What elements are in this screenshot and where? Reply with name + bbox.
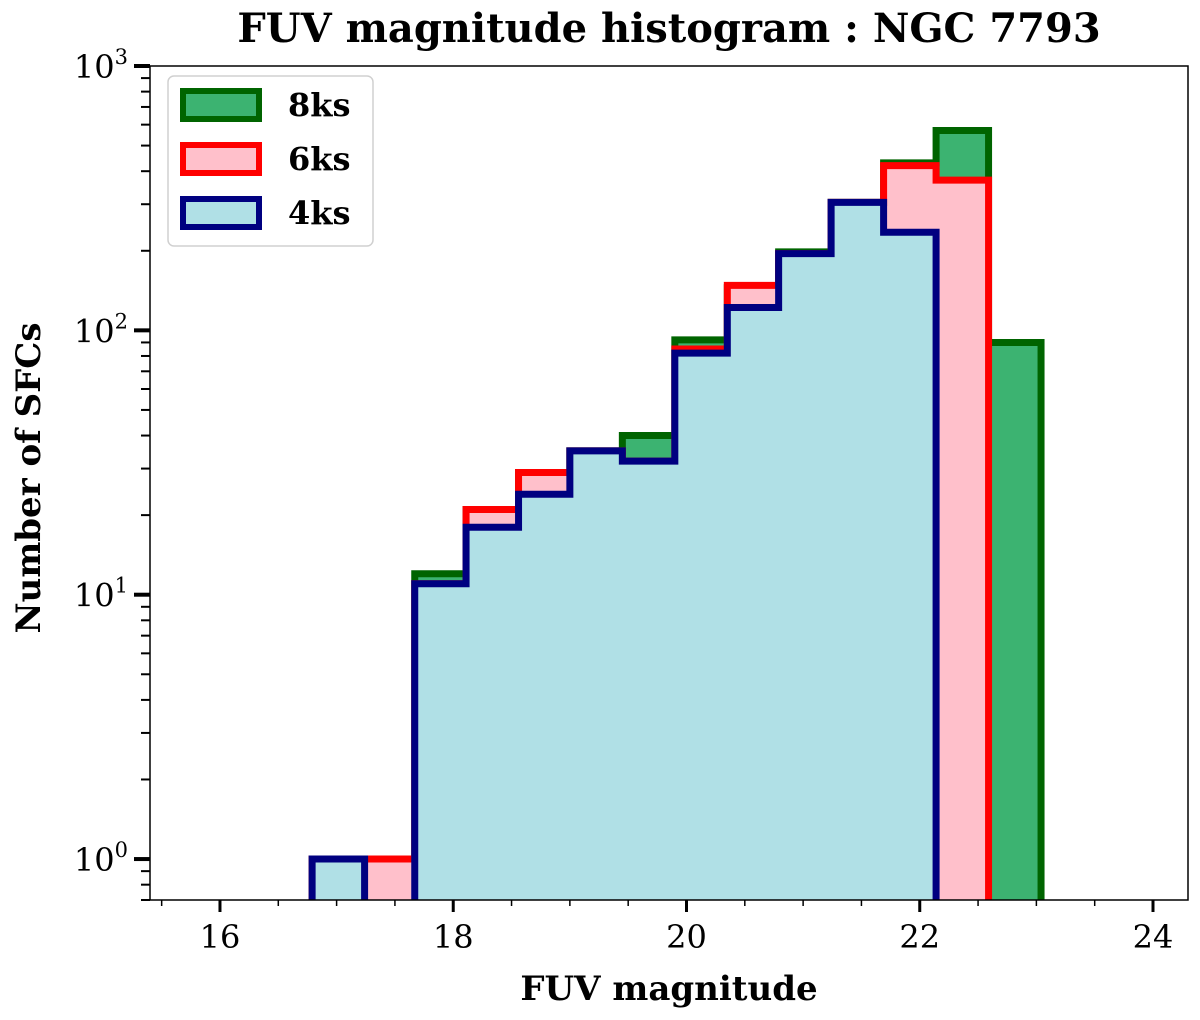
y-tick-label-10: 101 xyxy=(74,574,128,615)
legend-label-6ks: 6ks xyxy=(288,140,350,178)
y-tick-label-100: 102 xyxy=(74,309,128,350)
axes-frame xyxy=(149,65,1189,901)
axis-ticks: 16 18 20 22 24 100 101 102 103 xyxy=(74,45,1189,956)
legend-swatch-8ks xyxy=(180,88,262,122)
series-outline-4ks xyxy=(308,198,940,900)
legend-swatch-6ks xyxy=(180,142,262,176)
legend: 8ks 6ks 4ks xyxy=(167,75,374,247)
y-tick-label-1000: 103 xyxy=(74,45,128,86)
x-tick-label-24: 24 xyxy=(1133,918,1174,956)
x-tick-label-18: 18 xyxy=(433,918,474,956)
x-tick-label-16: 16 xyxy=(200,918,241,956)
legend-swatch-4ks xyxy=(180,196,262,230)
legend-label-8ks: 8ks xyxy=(288,86,350,124)
series-fill-4ks xyxy=(312,202,937,900)
series-4ks xyxy=(308,198,940,900)
chart-title: FUV magnitude histogram : NGC 7793 xyxy=(237,5,1100,52)
plot-area xyxy=(308,127,1045,900)
y-axis-label: Number of SFCs xyxy=(9,323,49,634)
x-axis-label: FUV magnitude xyxy=(520,969,817,1009)
x-tick-label-20: 20 xyxy=(666,918,707,956)
legend-label-4ks: 4ks xyxy=(288,194,350,232)
y-tick-label-1: 100 xyxy=(74,838,128,879)
x-tick-label-22: 22 xyxy=(899,918,940,956)
